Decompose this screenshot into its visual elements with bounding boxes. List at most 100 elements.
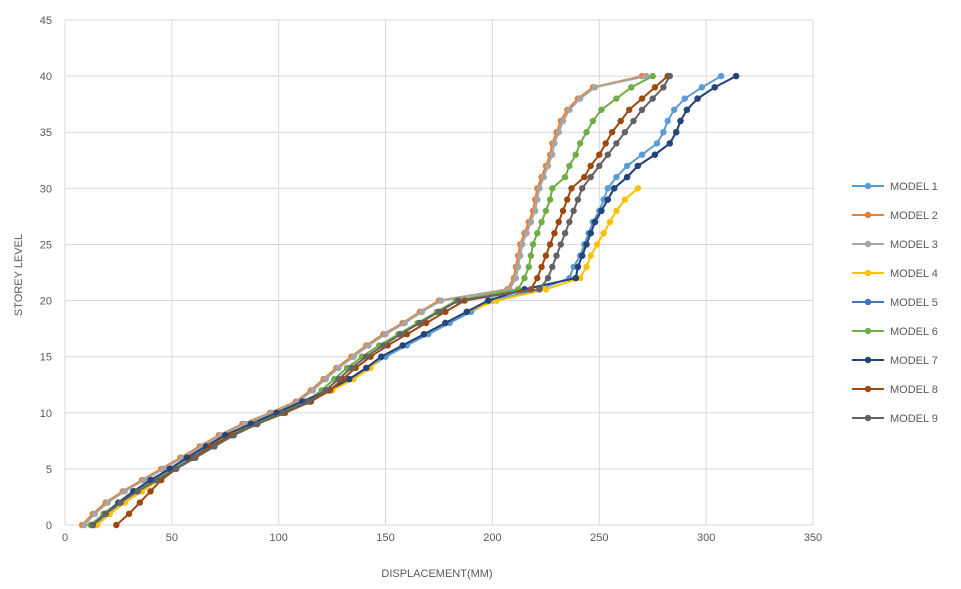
data-point [529, 241, 537, 248]
data-point [350, 353, 357, 360]
data-point [305, 398, 312, 405]
data-point [536, 286, 543, 293]
legend-label: MODEL 6 [890, 326, 938, 338]
data-point [604, 185, 611, 192]
data-point [553, 252, 560, 259]
legend-marker [864, 182, 872, 190]
data-point [113, 521, 120, 529]
data-point [634, 185, 641, 192]
data-point [346, 375, 353, 383]
data-point [626, 106, 633, 114]
x-tick-label: 300 [697, 532, 715, 544]
data-point [420, 331, 428, 338]
legend-marker [864, 356, 872, 364]
data-point [638, 151, 646, 158]
data-point [517, 252, 524, 259]
data-point [125, 510, 133, 517]
data-point [666, 72, 673, 80]
legend-label: MODEL 2 [890, 210, 938, 222]
data-point [717, 72, 725, 80]
data-point [606, 218, 614, 226]
data-point [519, 241, 526, 248]
y-tick-label: 15 [40, 352, 52, 364]
data-point [670, 106, 678, 114]
data-point [570, 207, 577, 214]
data-point [378, 353, 385, 360]
legend-marker [864, 327, 872, 335]
x-tick-label: 50 [166, 532, 178, 544]
data-point [153, 476, 161, 484]
data-point [611, 185, 618, 192]
data-point [423, 319, 430, 327]
data-point [166, 465, 173, 473]
data-point [651, 84, 659, 91]
data-point [542, 207, 550, 214]
data-point [587, 173, 594, 181]
data-point [89, 521, 97, 529]
data-point [561, 173, 569, 181]
data-point [649, 95, 656, 102]
series-layer [78, 72, 740, 529]
x-tick-label: 350 [804, 532, 822, 544]
data-point [442, 308, 449, 315]
data-point [551, 140, 558, 147]
data-point [604, 196, 611, 203]
data-point [638, 106, 646, 114]
x-tick-label: 150 [376, 532, 394, 544]
data-point [621, 129, 629, 136]
y-tick-label: 30 [40, 183, 52, 195]
data-point [694, 95, 701, 102]
data-point [579, 185, 586, 192]
data-point [596, 151, 603, 158]
data-point [598, 106, 605, 114]
data-point [583, 129, 590, 136]
data-point [623, 173, 631, 181]
data-point [596, 162, 603, 170]
data-point [365, 342, 372, 349]
data-point [322, 375, 329, 383]
data-point [546, 196, 554, 203]
legend-item: MODEL 6 [852, 326, 938, 338]
legend-marker [864, 269, 872, 277]
data-point [617, 117, 624, 125]
legend: MODEL 1 MODEL 2 MODEL 3 MODEL 4 MODEL 5 MODEL… [852, 181, 938, 425]
data-point [81, 521, 88, 529]
data-point [540, 173, 547, 181]
legend-marker [864, 385, 872, 393]
data-point [514, 263, 522, 271]
data-point [521, 274, 528, 282]
data-point [549, 151, 556, 158]
data-point [660, 84, 667, 91]
legend-label: MODEL 1 [890, 181, 938, 193]
data-point [602, 140, 609, 147]
data-point [613, 95, 620, 102]
data-point [309, 387, 317, 394]
legend-label: MODEL 9 [890, 413, 938, 425]
data-point [121, 488, 128, 495]
data-point [638, 95, 646, 102]
data-point [664, 117, 671, 125]
y-tick-label: 40 [40, 71, 52, 83]
data-point [564, 196, 571, 203]
legend-label: MODEL 3 [890, 239, 938, 251]
data-point [711, 84, 718, 91]
x-tick-label: 250 [590, 532, 608, 544]
data-point [532, 207, 539, 214]
data-point [538, 263, 545, 271]
data-point [525, 263, 532, 271]
data-point [574, 263, 582, 271]
y-tick-label: 45 [40, 15, 52, 27]
data-point [538, 218, 545, 226]
legend-label: MODEL 8 [890, 384, 938, 396]
data-point [589, 117, 597, 125]
data-point [192, 454, 199, 461]
data-point [673, 129, 680, 136]
data-point [600, 230, 607, 237]
data-point [566, 106, 573, 114]
data-point [435, 308, 443, 315]
data-point [437, 297, 445, 304]
data-point [653, 140, 661, 147]
data-point [613, 140, 620, 147]
data-point [593, 241, 601, 248]
data-point [416, 319, 423, 327]
